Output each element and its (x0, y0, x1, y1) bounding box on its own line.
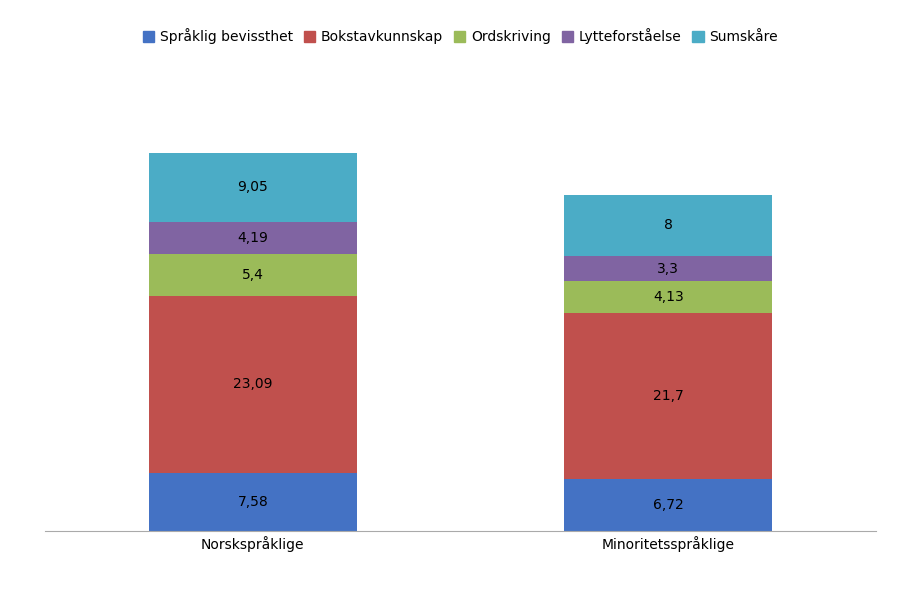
Text: 23,09: 23,09 (233, 378, 272, 391)
Text: 8: 8 (663, 218, 672, 232)
Text: 3,3: 3,3 (657, 262, 678, 276)
Bar (564, 195, 771, 256)
Bar (149, 222, 356, 254)
Legend: Språklig bevissthet, Bokstavkunnskap, Ordskriving, Lytteforståelse, Sumskåre: Språklig bevissthet, Bokstavkunnskap, Or… (138, 22, 782, 50)
Bar (564, 256, 771, 281)
Bar (564, 281, 771, 313)
Bar (149, 153, 356, 222)
Text: 4,13: 4,13 (652, 290, 683, 304)
Bar (149, 254, 356, 296)
Text: 21,7: 21,7 (652, 389, 683, 403)
Text: 9,05: 9,05 (237, 181, 268, 195)
Bar (564, 313, 771, 480)
Text: 7,58: 7,58 (237, 495, 268, 509)
Bar (149, 296, 356, 473)
Text: 6,72: 6,72 (652, 498, 683, 512)
Text: 4,19: 4,19 (237, 231, 268, 245)
Text: 5,4: 5,4 (242, 268, 263, 282)
Bar (149, 473, 356, 531)
Bar (564, 480, 771, 531)
